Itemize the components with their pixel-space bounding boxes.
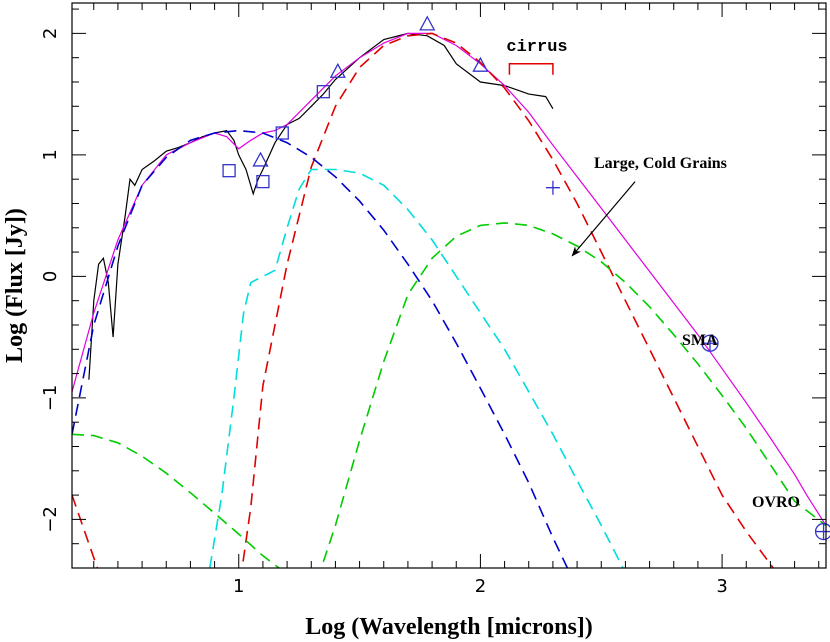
y-tick-label: 1: [40, 149, 61, 160]
plot-frame: [71, 2, 827, 569]
point-square: [256, 174, 270, 189]
point-circle-plus: [814, 522, 830, 541]
points-layer: [222, 15, 830, 541]
annotations-layer: cirrus Large, Cold Grains SMA OVRO: [506, 38, 800, 511]
series-blue_component: [72, 129, 569, 568]
cold-grains-label: Large, Cold Grains: [594, 155, 727, 172]
series-green_cold_grains: [322, 222, 826, 563]
x-tick-label: 2: [475, 576, 486, 597]
y-tick-label: −1: [40, 385, 61, 412]
axis-ticks: 1 2 3 −2 −1 0 1 2: [40, 3, 826, 597]
series-red_component: [72, 32, 775, 568]
y-axis-label: Log (Flux [Jy]): [2, 208, 28, 363]
y-tick-label: 0: [40, 271, 61, 282]
point-triangle: [419, 15, 436, 31]
point-triangle: [472, 56, 489, 72]
cirrus-label: cirrus: [506, 38, 567, 57]
series-layer: [72, 32, 826, 568]
sma-label: SMA: [682, 332, 718, 349]
cold-grains-arrow: [571, 181, 636, 257]
point-circle-plus: [701, 334, 719, 352]
y-tick-label: 2: [40, 28, 61, 39]
series-green_warm_component: [72, 433, 281, 568]
point-square: [275, 126, 289, 140]
point-triangle: [252, 151, 269, 167]
x-axis-label: Log (Wavelength [microns]): [305, 614, 593, 640]
point-square: [222, 164, 236, 178]
series-cyan_component: [209, 168, 624, 568]
series-total_model: [72, 32, 826, 526]
point-triangle: [329, 62, 346, 78]
ovro-label: OVRO: [752, 494, 800, 511]
point-square: [316, 85, 330, 99]
y-tick-label: −2: [40, 506, 61, 533]
x-tick-label: 1: [233, 576, 244, 597]
point-plus: [545, 180, 560, 195]
x-tick-label: 3: [716, 576, 727, 597]
cirrus-bracket: [508, 63, 554, 75]
